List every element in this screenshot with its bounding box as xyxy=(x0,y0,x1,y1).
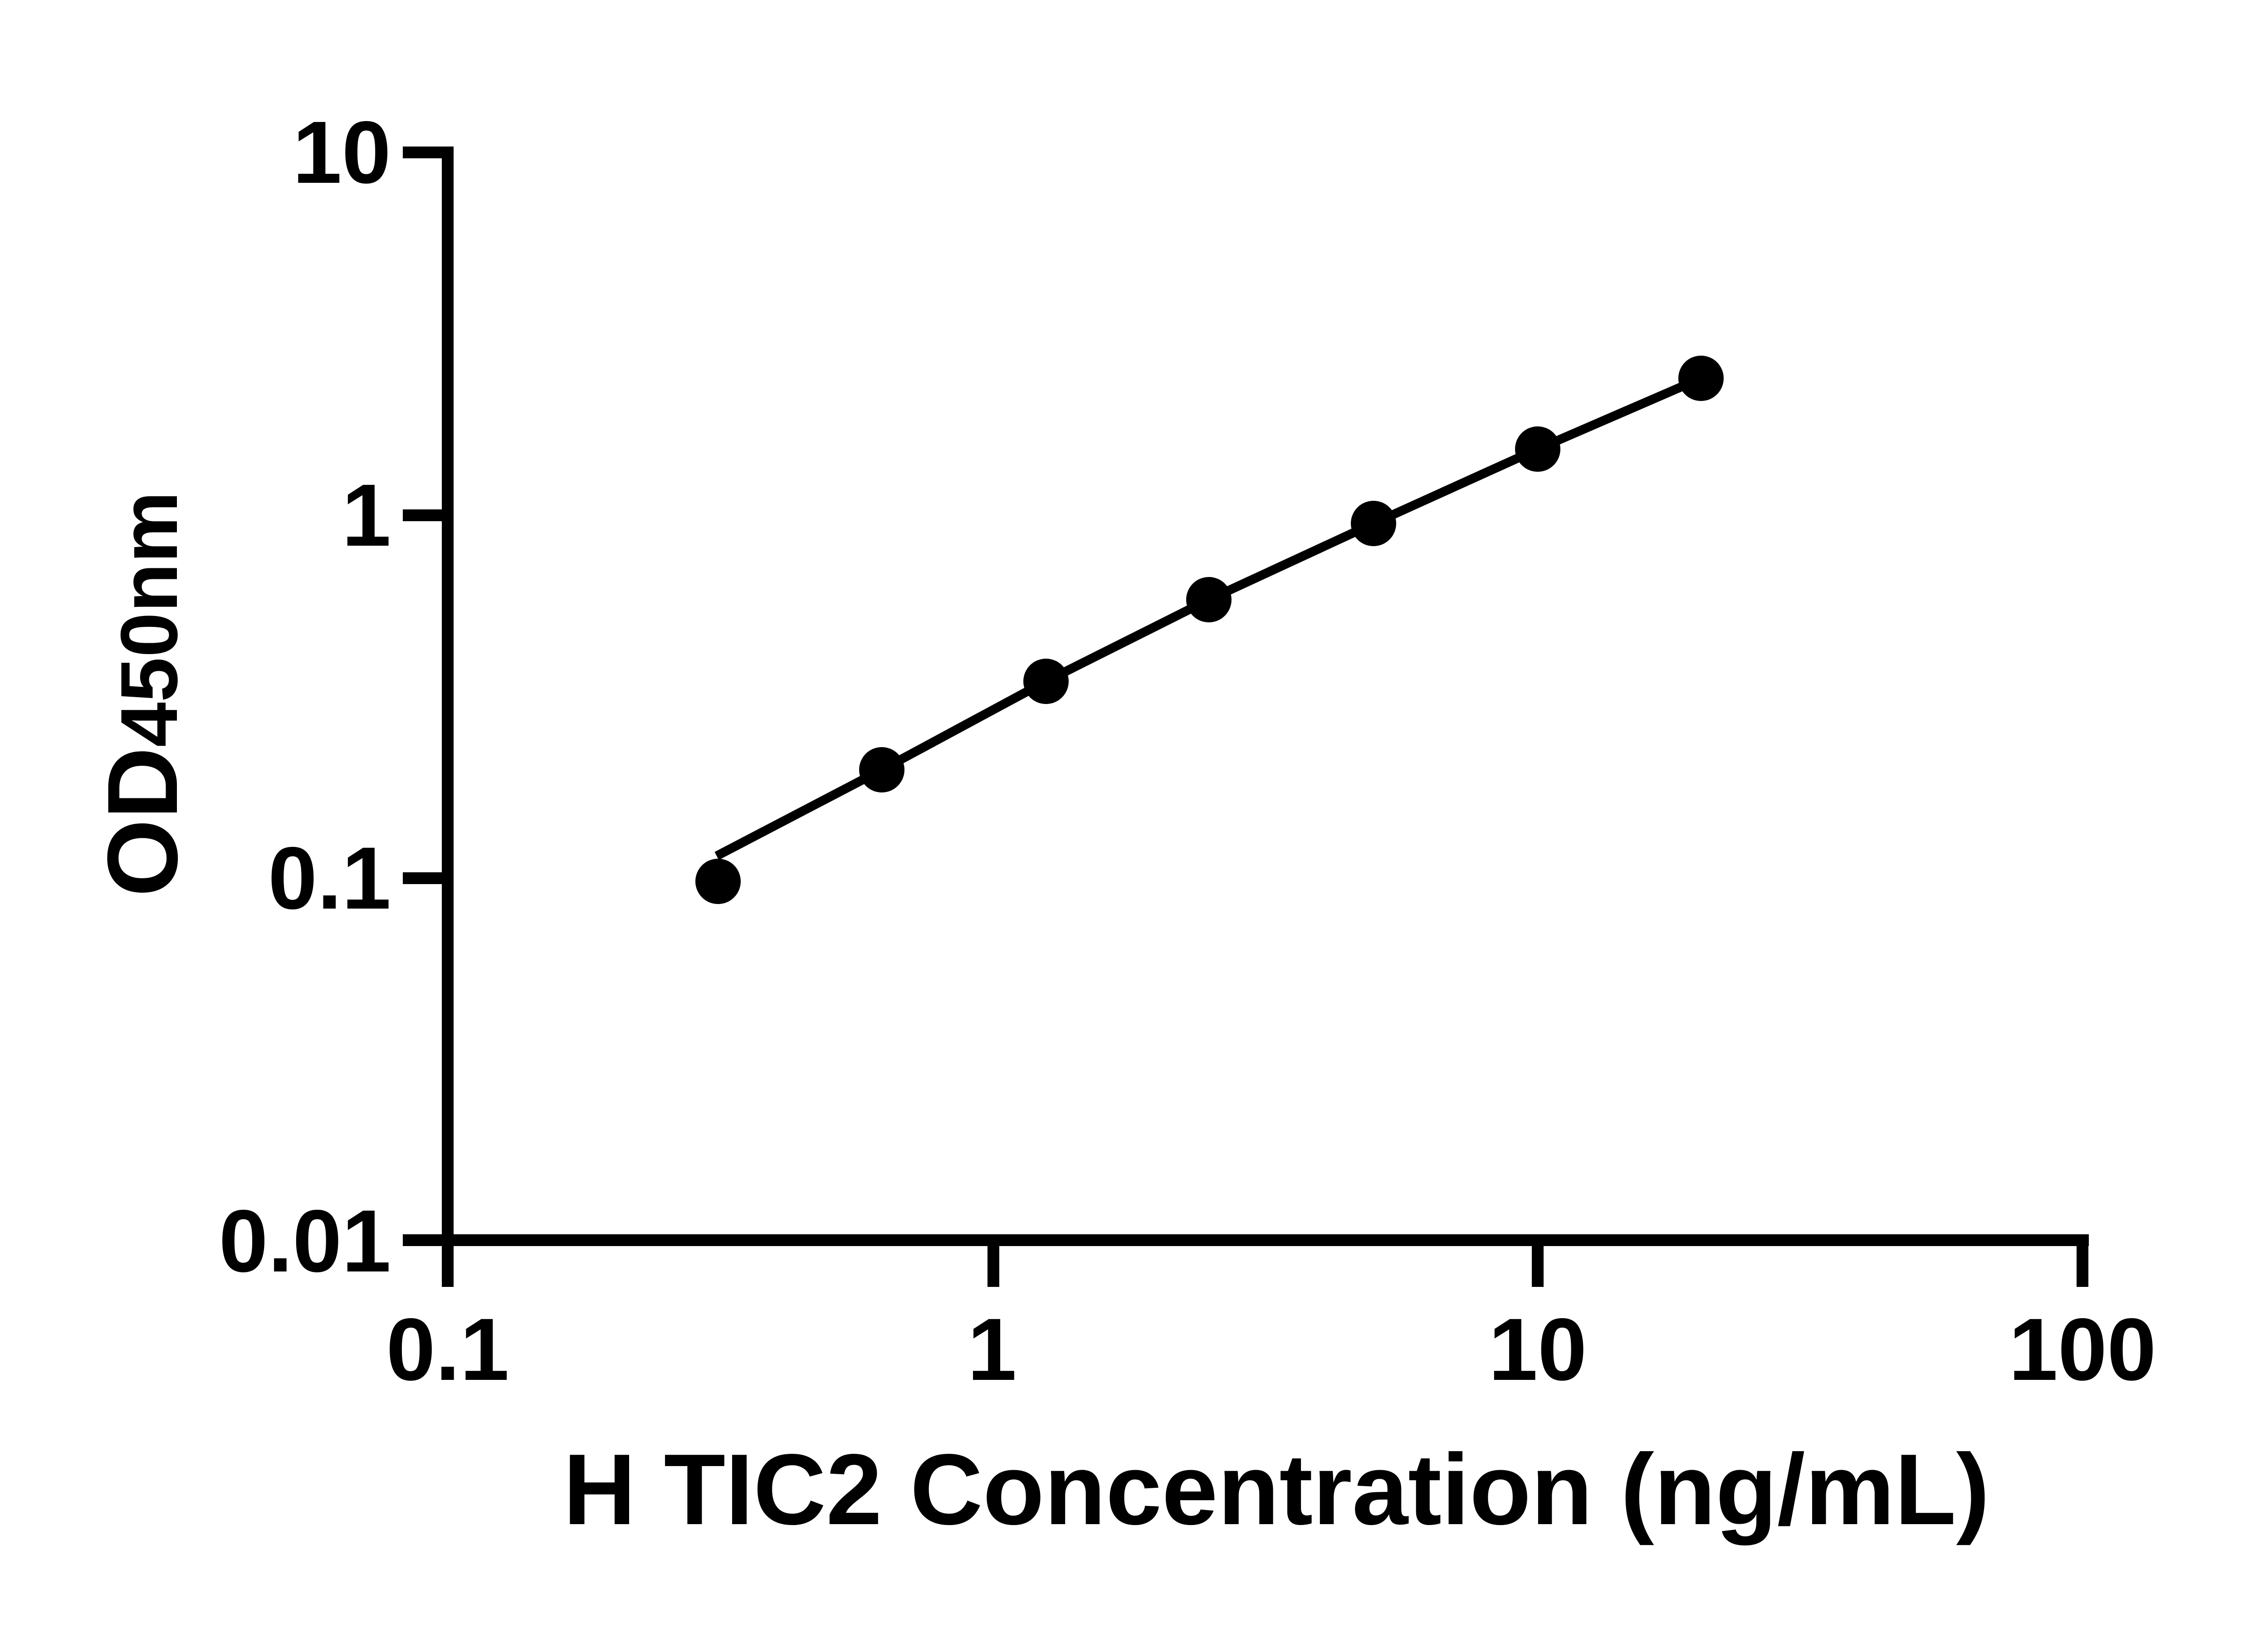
svg-text:10: 10 xyxy=(1489,1300,1587,1399)
svg-text:10: 10 xyxy=(293,103,391,202)
svg-text:1: 1 xyxy=(342,466,391,565)
svg-text:H TIC2 Concentration (ng/mL): H TIC2 Concentration (ng/mL) xyxy=(563,1433,1990,1546)
svg-text:0.01: 0.01 xyxy=(219,1192,391,1291)
svg-text:0.1: 0.1 xyxy=(268,829,391,928)
svg-text:1: 1 xyxy=(968,1300,1017,1399)
svg-text:100: 100 xyxy=(2009,1300,2156,1399)
svg-text:OD450nm: OD450nm xyxy=(87,491,198,897)
svg-text:0.1: 0.1 xyxy=(386,1300,509,1399)
